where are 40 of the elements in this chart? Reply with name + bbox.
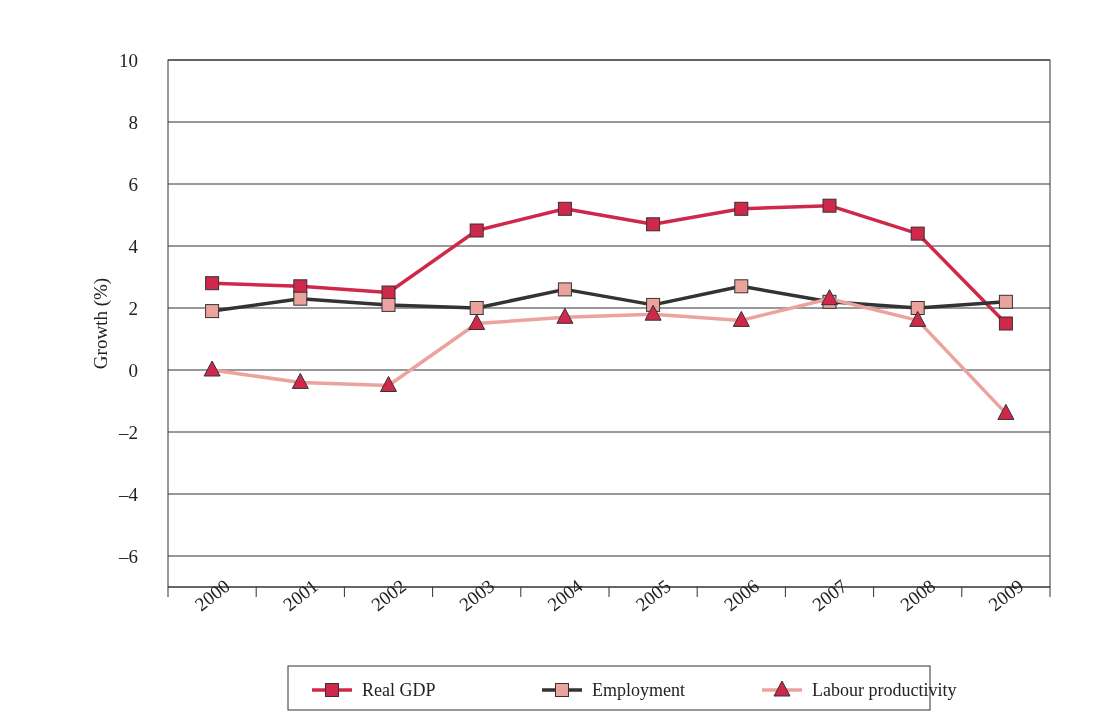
- y-tick-label: 8: [128, 111, 138, 133]
- point: [293, 291, 308, 306]
- point: [734, 201, 749, 216]
- legend-label: Labour productivity: [812, 680, 957, 701]
- y-tick-label: 2: [128, 297, 138, 319]
- point: [293, 279, 308, 294]
- x-tick-label: 2002: [367, 575, 411, 616]
- x-tick-label: 2004: [543, 574, 587, 616]
- y-tick-label: 4: [128, 235, 139, 257]
- point: [469, 223, 484, 238]
- point: [557, 201, 572, 216]
- legend-label: Employment: [592, 680, 685, 701]
- y-tick-label: 6: [128, 173, 138, 195]
- x-tick-label: 2000: [190, 575, 234, 616]
- point: [998, 316, 1013, 331]
- point: [557, 282, 572, 297]
- y-tick-label: 10: [119, 49, 138, 71]
- point: [381, 285, 396, 300]
- point: [381, 297, 396, 312]
- point: [734, 279, 749, 294]
- x-tick-label: 2003: [455, 575, 499, 616]
- point: [910, 226, 925, 241]
- point: [910, 301, 925, 315]
- x-tick-label: 2001: [278, 575, 322, 616]
- point: [205, 276, 220, 291]
- x-tick-label: 2009: [984, 575, 1028, 616]
- point: [822, 198, 837, 213]
- y-tick-label: 0: [128, 359, 138, 381]
- y-tick-label: –4: [118, 483, 139, 505]
- x-tick-label: 2005: [631, 575, 675, 616]
- x-tick-label: 2008: [896, 575, 940, 616]
- point: [646, 217, 661, 232]
- point: [998, 294, 1013, 309]
- y-tick-label: –6: [118, 545, 138, 567]
- point: [205, 304, 220, 319]
- y-tick-label: –2: [118, 421, 138, 443]
- x-tick-label: 2006: [719, 575, 763, 616]
- legend-label: Real GDP: [362, 680, 436, 701]
- y-axis-title: Growth (%): [90, 277, 112, 370]
- point: [469, 301, 484, 315]
